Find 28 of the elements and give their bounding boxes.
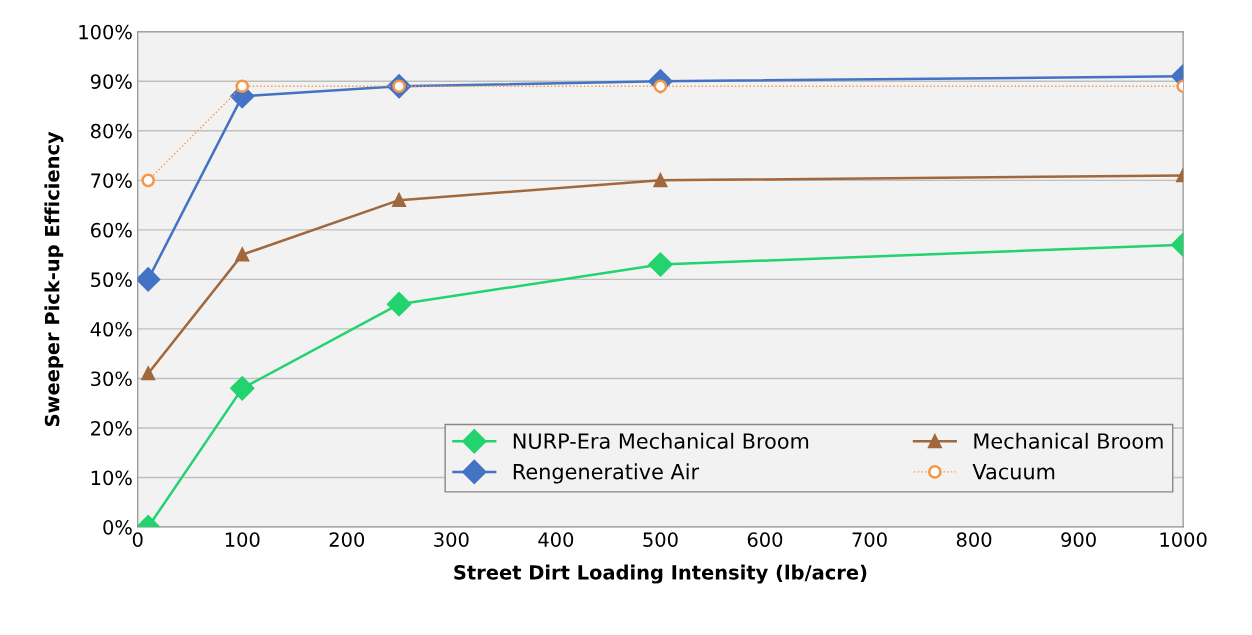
legend-label: Rengenerative Air — [513, 463, 700, 484]
x-tick-label: 600 — [747, 532, 783, 547]
x-axis-title: Street Dirt Loading Intensity (lb/acre) — [454, 564, 867, 584]
y-tick-label: 100% — [79, 24, 132, 40]
y-tick-label: 30% — [91, 371, 132, 387]
y-tick-label: 70% — [91, 173, 132, 188]
y-tick-label: 90% — [90, 74, 132, 89]
legend-label: NURP-Era Mechanical Broom — [513, 432, 809, 449]
legend-label: Vacuum — [972, 464, 1055, 480]
x-tick-label: 200 — [329, 532, 365, 547]
y-axis-title: Sweeper Pick-up Efficiency — [44, 131, 64, 427]
x-tick-label: 400 — [538, 532, 574, 547]
x-tick-label: 700 — [852, 532, 887, 547]
legend-label: Mechanical Broom — [974, 432, 1163, 449]
y-tick-label: 40% — [90, 321, 132, 337]
x-tick-label: 900 — [1061, 532, 1096, 547]
x-tick-label: 1000 — [1160, 532, 1207, 547]
x-tick-label: 100 — [225, 532, 260, 547]
y-tick-label: 50% — [91, 272, 132, 288]
x-tick-label: 300 — [434, 532, 469, 547]
y-tick-label: 80% — [90, 123, 132, 139]
x-tick-label: 800 — [956, 532, 992, 547]
y-tick-label: 60% — [91, 222, 132, 238]
y-tick-label: 0% — [103, 520, 132, 535]
y-tick-label: 20% — [91, 420, 132, 436]
y-tick-label: 10% — [91, 470, 132, 486]
x-tick-label: 500 — [643, 532, 678, 547]
x-tick-label: 0 — [132, 532, 143, 547]
